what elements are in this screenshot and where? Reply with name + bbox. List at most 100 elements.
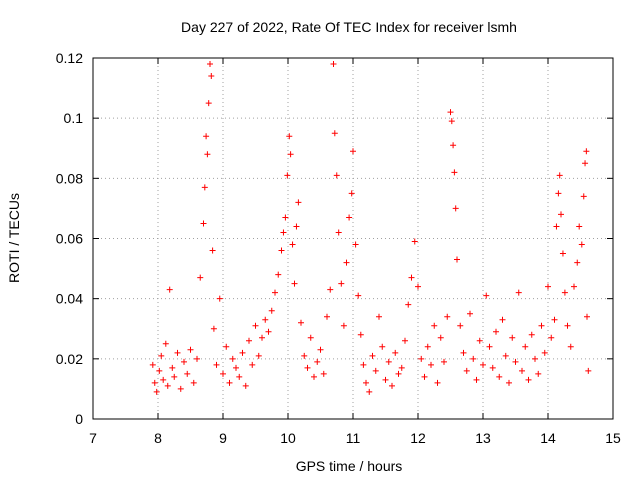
data-point bbox=[177, 385, 184, 392]
x-tick-label: 15 bbox=[605, 430, 621, 446]
data-point bbox=[246, 337, 252, 344]
data-point bbox=[357, 331, 364, 338]
data-point bbox=[203, 133, 210, 140]
data-point bbox=[480, 361, 486, 368]
data-point bbox=[151, 379, 158, 386]
data-point bbox=[278, 247, 285, 254]
data-point bbox=[164, 382, 171, 389]
data-point bbox=[184, 370, 191, 377]
data-point bbox=[343, 259, 350, 266]
data-point bbox=[551, 316, 558, 323]
data-point bbox=[559, 250, 566, 257]
data-point bbox=[213, 361, 220, 368]
data-point bbox=[509, 334, 516, 341]
data-point bbox=[153, 388, 160, 395]
data-point bbox=[379, 343, 386, 350]
y-tick-labels: 0 0.02 0.04 0.06 0.08 0.1 0.12 bbox=[56, 50, 83, 427]
data-point bbox=[259, 334, 265, 341]
data-point bbox=[415, 283, 421, 290]
data-point bbox=[580, 193, 587, 200]
data-point bbox=[197, 274, 204, 281]
data-point bbox=[265, 328, 272, 335]
data-point bbox=[268, 307, 275, 314]
data-point bbox=[411, 238, 418, 245]
data-point bbox=[512, 358, 519, 365]
data-point bbox=[556, 172, 563, 179]
x-tick-label: 13 bbox=[475, 430, 491, 446]
data-point bbox=[405, 301, 412, 308]
data-point bbox=[190, 379, 197, 386]
data-point bbox=[346, 214, 353, 221]
data-point bbox=[289, 241, 296, 248]
data-point bbox=[576, 223, 583, 230]
data-point bbox=[338, 280, 345, 287]
data-point bbox=[311, 373, 317, 380]
data-point bbox=[502, 352, 509, 359]
data-point bbox=[320, 370, 327, 377]
data-point bbox=[291, 280, 298, 287]
data-point bbox=[567, 343, 574, 350]
data-point bbox=[149, 361, 156, 368]
data-point bbox=[541, 349, 548, 356]
data-point bbox=[382, 376, 389, 383]
x-tick-label: 10 bbox=[280, 430, 296, 446]
data-point bbox=[216, 295, 223, 302]
data-point bbox=[236, 373, 243, 380]
data-point bbox=[223, 343, 230, 350]
data-point bbox=[335, 229, 342, 236]
data-point bbox=[431, 322, 438, 329]
data-point bbox=[363, 379, 369, 386]
data-point bbox=[532, 355, 538, 362]
data-point bbox=[280, 229, 287, 236]
x-tick-label: 9 bbox=[219, 430, 227, 446]
data-point bbox=[444, 313, 451, 320]
data-point bbox=[160, 376, 167, 383]
data-point bbox=[486, 343, 493, 350]
data-point bbox=[545, 283, 551, 290]
data-point bbox=[275, 271, 282, 278]
x-tick-label: 8 bbox=[154, 430, 162, 446]
data-point bbox=[428, 361, 434, 368]
data-point bbox=[451, 169, 458, 176]
data-point bbox=[355, 292, 362, 299]
data-point bbox=[158, 352, 165, 359]
data-point bbox=[350, 148, 356, 155]
data-point bbox=[561, 289, 568, 296]
data-point bbox=[398, 364, 405, 371]
data-point bbox=[226, 379, 233, 386]
data-point bbox=[424, 343, 431, 350]
y-tick-label: 0 bbox=[75, 411, 83, 427]
data-point bbox=[200, 220, 207, 227]
data-point bbox=[209, 247, 216, 254]
data-point bbox=[460, 349, 467, 356]
data-point bbox=[287, 151, 294, 158]
data-point bbox=[437, 334, 444, 341]
data-point bbox=[553, 223, 560, 230]
data-point bbox=[555, 190, 562, 197]
data-point bbox=[208, 73, 215, 80]
data-point bbox=[330, 61, 337, 68]
data-point bbox=[286, 133, 293, 140]
data-point bbox=[194, 355, 200, 362]
data-point bbox=[496, 373, 503, 380]
y-tick-label: 0.04 bbox=[56, 291, 83, 307]
data-point bbox=[519, 367, 525, 374]
data-point bbox=[327, 286, 334, 293]
data-point bbox=[239, 349, 246, 356]
data-point bbox=[369, 352, 376, 359]
data-point bbox=[298, 319, 304, 326]
data-point bbox=[515, 289, 522, 296]
data-point bbox=[352, 241, 359, 248]
data-point bbox=[166, 286, 173, 293]
y-tick-label: 0.02 bbox=[56, 351, 83, 367]
y-axis-title: ROTI / TECUs bbox=[6, 193, 22, 283]
data-point bbox=[476, 337, 483, 344]
data-point bbox=[205, 100, 212, 107]
data-point bbox=[252, 322, 259, 329]
plot-frame bbox=[92, 57, 614, 420]
x-tick-label: 7 bbox=[89, 430, 97, 446]
data-point bbox=[187, 346, 194, 353]
data-point bbox=[583, 148, 590, 155]
data-point bbox=[493, 328, 499, 335]
y-tick-label: 0.06 bbox=[56, 231, 83, 247]
